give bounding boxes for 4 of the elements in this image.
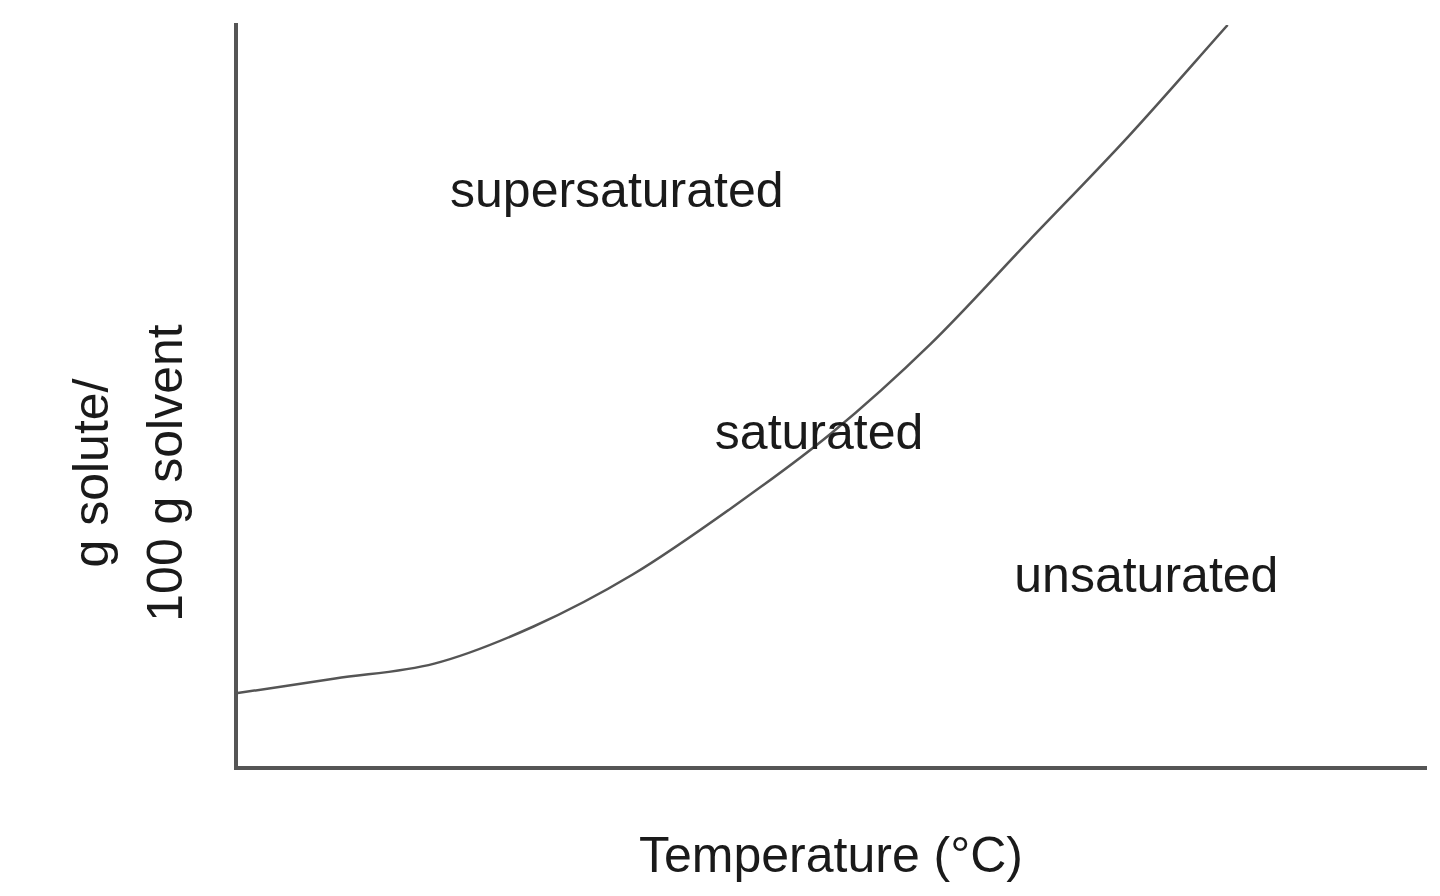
- annotation: unsaturated: [1014, 547, 1279, 604]
- y-axis-title: g solute/ 100 g solvent: [62, 323, 194, 624]
- annotation: supersaturated: [450, 161, 784, 218]
- x-axis-title: Temperature (°C): [639, 826, 1023, 883]
